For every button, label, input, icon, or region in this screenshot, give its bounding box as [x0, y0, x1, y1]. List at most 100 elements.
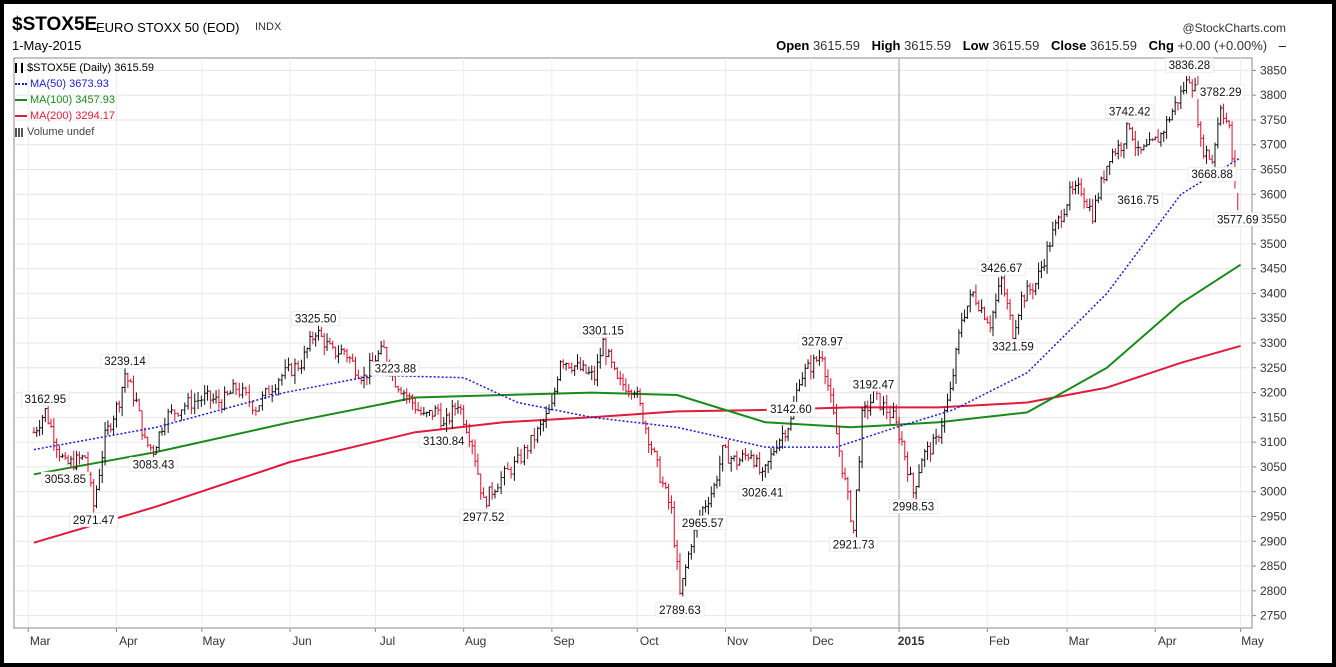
annotation-label: 2965.57 — [682, 518, 724, 530]
y-tick-label: 3400 — [1260, 286, 1287, 300]
ohlc-readout: Open 3615.59 High 3615.59 Low 3615.59 Cl… — [776, 38, 1286, 53]
x-tick-label: Apr — [119, 634, 138, 648]
low-value: 3615.59 — [992, 38, 1040, 53]
annotation-box — [988, 339, 1038, 354]
x-tick-label: Aug — [465, 634, 486, 648]
annotation-box — [21, 391, 70, 407]
legend-ma200-text: MA(200) 3294.17 — [30, 110, 115, 122]
x-tick-label: May — [1241, 634, 1264, 648]
annotation-label: 2998.53 — [893, 501, 935, 513]
annotation-box — [419, 433, 469, 449]
annotation-box — [1113, 192, 1163, 208]
annotation-box — [738, 485, 787, 500]
y-tick-label: 3050 — [1260, 460, 1287, 474]
y-tick-label: 3850 — [1260, 63, 1287, 77]
y-tick-label: 2850 — [1260, 559, 1287, 573]
x-tick-label: Dec — [812, 634, 833, 648]
annotation-box — [766, 401, 816, 417]
annotation-box — [578, 323, 628, 338]
open-label: Open — [776, 38, 810, 53]
annotation-box — [129, 457, 178, 472]
y-tick-label: 3150 — [1260, 410, 1287, 424]
legend-price-text: $STOX5E (Daily) 3615.59 — [27, 62, 154, 74]
annotation-label: 2921.73 — [833, 539, 875, 551]
annotation-box — [69, 512, 118, 528]
close-value: 3615.59 — [1089, 38, 1137, 53]
x-tick-label: Mar — [1069, 634, 1090, 648]
annotation-box — [1105, 104, 1154, 119]
annotation-label: 3577.69 — [1217, 214, 1259, 226]
x-tick-label: Jul — [380, 634, 395, 648]
legend-volume-text: Volume undef — [27, 126, 95, 138]
annotation-box — [849, 377, 898, 392]
y-tick-label: 3550 — [1260, 212, 1287, 226]
chart-symbol-name: EURO STOXX 50 (EOD) — [96, 20, 240, 35]
annotation-box — [40, 471, 90, 487]
annotation-label: 3223.88 — [375, 364, 417, 376]
y-tick-label: 3350 — [1260, 311, 1287, 325]
y-tick-label: 3000 — [1260, 485, 1287, 499]
y-tick-label: 3800 — [1260, 88, 1287, 102]
series-ma50 — [33, 157, 1241, 451]
x-tick-label: Apr — [1158, 634, 1177, 648]
annotation-label: 3162.95 — [25, 394, 67, 406]
ma100-swatch — [15, 99, 27, 101]
high-label: High — [871, 38, 901, 53]
y-tick-label: 3700 — [1260, 138, 1287, 152]
y-tick-label: 3750 — [1260, 113, 1287, 127]
annotation-label: 3301.15 — [582, 325, 624, 337]
price-bar-icon — [15, 63, 23, 73]
legend-ma50-text: MA(50) 3673.93 — [30, 78, 109, 90]
annotation-box — [1196, 84, 1245, 100]
annotation-box — [1213, 212, 1263, 227]
open-value: 3615.59 — [812, 38, 860, 53]
annotation-box — [1187, 166, 1237, 182]
annotation-label: 3278.97 — [801, 336, 843, 348]
annotation-label: 3782.29 — [1200, 87, 1242, 99]
volume-icon — [15, 127, 23, 137]
y-tick-label: 3500 — [1260, 237, 1287, 251]
y-tick-label: 3450 — [1260, 262, 1287, 276]
series-ma100 — [33, 263, 1242, 476]
y-tick-label: 2900 — [1260, 534, 1287, 548]
annotation-label: 3239.14 — [104, 356, 146, 368]
annotation-label: 3192.47 — [853, 379, 895, 391]
ma200-swatch — [15, 115, 27, 117]
annotation-label: 3026.41 — [742, 488, 784, 500]
y-tick-label: 2750 — [1260, 609, 1287, 623]
annotation-label: 2977.52 — [463, 512, 505, 524]
annotation-label: 3130.84 — [423, 436, 465, 448]
annotation-label: 2971.47 — [73, 515, 115, 527]
y-tick-label: 3100 — [1260, 435, 1287, 449]
annotation-box — [459, 509, 508, 525]
y-tick-label: 3300 — [1260, 336, 1287, 350]
annotation-label: 3616.75 — [1117, 195, 1159, 207]
y-tick-label: 3200 — [1260, 386, 1287, 400]
brand-watermark: @StockCharts.com — [1182, 21, 1286, 35]
legend-ma50: MA(50) 3673.93 — [15, 76, 154, 92]
collapse-dash: – — [1278, 38, 1286, 53]
x-tick-label: Mar — [30, 634, 51, 648]
x-tick-label: Feb — [989, 634, 1010, 648]
annotation-box — [977, 260, 1026, 276]
annotation-box — [291, 311, 340, 326]
annotation-box — [655, 602, 705, 618]
x-tick-label: Jun — [292, 634, 311, 648]
annotation-label: 3325.50 — [295, 313, 337, 325]
annotation-label: 3142.60 — [770, 404, 812, 416]
annotation-box — [797, 334, 847, 349]
annotation-box — [100, 353, 150, 369]
legend-ma100-text: MA(100) 3457.93 — [30, 94, 115, 106]
annotation-label: 3668.88 — [1191, 169, 1233, 181]
close-label: Close — [1050, 38, 1087, 53]
annotation-label: 3426.67 — [981, 263, 1023, 275]
y-tick-label: 2800 — [1260, 584, 1287, 598]
legend-ma200: MA(200) 3294.17 — [15, 108, 154, 124]
x-tick-label: Oct — [640, 634, 659, 648]
annotation-box — [889, 499, 938, 514]
legend-ma100: MA(100) 3457.93 — [15, 92, 154, 108]
x-tick-label: 2015 — [898, 634, 925, 648]
chart-symbol: $STOX5E — [12, 14, 98, 35]
annotation-label: 3742.42 — [1109, 107, 1151, 119]
